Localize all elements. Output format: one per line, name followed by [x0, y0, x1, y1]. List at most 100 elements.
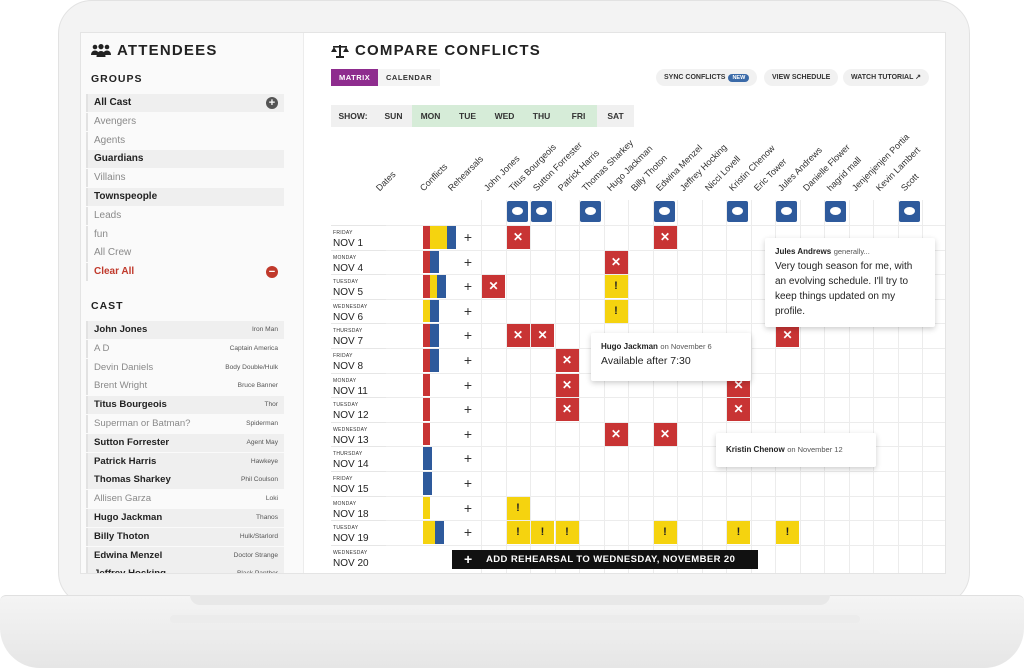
cast-item[interactable]: Patrick Harris Hawkeye	[86, 452, 284, 471]
cast-item[interactable]: Billy Thoton Hulk/Starlord	[86, 527, 284, 546]
day-toggle-fri[interactable]: FRI	[560, 105, 597, 127]
add-rehearsal-icon[interactable]: +	[463, 475, 473, 491]
tab-calendar[interactable]: CALENDAR	[378, 69, 441, 86]
conflict-cell[interactable]: ✕	[506, 324, 530, 348]
add-rehearsal-icon[interactable]: +	[463, 278, 473, 295]
group-item[interactable]: Guardians	[86, 150, 284, 169]
add-rehearsal-icon[interactable]: +	[463, 499, 473, 516]
maybe-cell[interactable]: !	[604, 299, 628, 323]
tooltip-suffix: on November 12	[787, 445, 843, 454]
cast-item[interactable]: Devin Daniels Body Double/Hulk	[86, 358, 284, 377]
add-rehearsal-icon[interactable]: +	[463, 524, 473, 541]
day-toggle-sat[interactable]: SAT	[597, 105, 634, 127]
group-label: All Crew	[94, 247, 132, 259]
cast-item[interactable]: Thomas Sharkey Phil Coulson	[86, 471, 284, 490]
conflict-cell[interactable]: ✕	[531, 324, 554, 348]
date-row: WEDNESDAY NOV 13	[331, 421, 386, 447]
day-toggle-tue[interactable]: TUE	[449, 105, 486, 127]
cast-item[interactable]: Brent Wright Bruce Banner	[86, 377, 284, 396]
group-item[interactable]: Avengers	[86, 112, 284, 131]
comment-icon[interactable]	[898, 201, 920, 222]
group-item[interactable]: Villains	[86, 169, 284, 188]
maybe-cell[interactable]: !	[555, 521, 579, 545]
conflict-cell[interactable]: ✕	[555, 349, 579, 372]
group-item[interactable]: Agents	[86, 131, 284, 150]
add-rehearsal-icon[interactable]: +	[463, 376, 473, 393]
comment-icon[interactable]	[580, 201, 601, 222]
conflict-cell[interactable]: ✕	[506, 226, 530, 249]
add-rehearsal-icon[interactable]: +	[463, 229, 473, 245]
sync-conflicts-button[interactable]: SYNC CONFLICTS NEW	[656, 69, 758, 86]
group-item[interactable]: All Crew	[86, 244, 284, 263]
maybe-cell[interactable]: !	[531, 521, 554, 545]
group-label: Townspeople	[94, 191, 158, 202]
cast-item[interactable]: Titus Bourgeois Thor	[86, 396, 284, 415]
comment-icon[interactable]	[825, 201, 846, 222]
conflict-cell[interactable]: ✕	[555, 373, 579, 397]
conflict-bar	[423, 275, 430, 298]
maybe-cell[interactable]: !	[727, 521, 750, 545]
view-schedule-button[interactable]: VIEW SCHEDULE	[764, 69, 839, 86]
maybe-cell[interactable]: !	[506, 496, 530, 520]
comment-icon[interactable]	[727, 201, 748, 222]
add-group-icon[interactable]: +	[266, 97, 278, 109]
day-toggle-mon[interactable]: MON	[412, 105, 449, 127]
add-rehearsal-icon[interactable]: +	[463, 401, 473, 418]
day-toggle-thu[interactable]: THU	[523, 105, 560, 127]
cast-item[interactable]: Hugo Jackman Thanos	[86, 509, 284, 527]
attendees-title: ATTENDEES	[91, 42, 218, 59]
group-item[interactable]: All Cast +	[86, 94, 284, 112]
add-rehearsal-icon[interactable]: +	[463, 450, 473, 467]
date-weekday: TUESDAY	[333, 402, 359, 409]
date-label: NOV 13	[333, 434, 369, 446]
cast-item[interactable]: Sutton Forrester Agent May	[86, 433, 284, 452]
conflict-cell[interactable]: ✕	[727, 398, 750, 422]
add-rehearsal-icon[interactable]: +	[463, 425, 473, 442]
people-icon	[91, 44, 111, 57]
date-weekday: THURSDAY	[333, 328, 363, 335]
person-column-header[interactable]: Scott	[898, 171, 921, 193]
maybe-cell[interactable]: !	[776, 521, 799, 545]
conflict-cell[interactable]: ✕	[653, 422, 677, 446]
cast-item[interactable]: Superman or Batman? Spiderman	[86, 415, 284, 433]
date-weekday: WEDNESDAY	[333, 549, 368, 556]
comment-icon[interactable]	[531, 201, 552, 222]
comment-icon[interactable]	[776, 201, 797, 222]
add-rehearsal-icon[interactable]: +	[463, 302, 473, 319]
cast-item[interactable]: Jeffrey Hocking Black Panther	[86, 565, 284, 573]
date-row: WEDNESDAY NOV 20	[331, 544, 386, 570]
cast-item[interactable]: Edwina Menzel Doctor Strange	[86, 546, 284, 565]
conflict-cell[interactable]: ✕	[653, 226, 677, 249]
maybe-cell[interactable]: !	[604, 275, 628, 299]
conflict-cell[interactable]: ✕	[776, 324, 799, 348]
cast-item[interactable]: A D Captain America	[86, 339, 284, 358]
group-item[interactable]: Clear All −	[86, 263, 284, 282]
conflict-cell[interactable]: ✕	[604, 250, 628, 274]
group-item[interactable]: Townspeople	[86, 188, 284, 206]
group-item[interactable]: fun	[86, 225, 284, 244]
conflict-cell[interactable]: ✕	[604, 422, 628, 446]
clear-all-icon[interactable]: −	[266, 266, 278, 279]
add-rehearsal-icon[interactable]: +	[463, 352, 473, 368]
day-toggle-sun[interactable]: SUN	[375, 105, 412, 127]
add-rehearsal-icon[interactable]: +	[463, 327, 473, 344]
add-rehearsal-icon[interactable]: +	[463, 253, 473, 270]
day-toggle-wed[interactable]: WED	[486, 105, 523, 127]
maybe-cell[interactable]: !	[653, 521, 677, 545]
group-item[interactable]: Leads	[86, 206, 284, 225]
add-rehearsal-button[interactable]: + ADD REHEARSAL TO WEDNESDAY, NOVEMBER 2…	[452, 550, 758, 569]
conflict-cell[interactable]: ✕	[555, 398, 579, 422]
tab-matrix[interactable]: MATRIX	[331, 69, 379, 86]
comment-icon[interactable]	[506, 201, 528, 222]
comment-icon[interactable]	[653, 201, 675, 222]
tooltip-jules: Jules Andrews generally... Very tough se…	[765, 238, 935, 327]
watch-tutorial-button[interactable]: WATCH TUTORIAL ↗	[843, 69, 930, 86]
grid-hline	[386, 298, 945, 300]
maybe-bar	[430, 275, 437, 298]
cast-item[interactable]: Allisen Garza Loki	[86, 490, 284, 509]
cast-name: Titus Bourgeois	[94, 399, 167, 411]
cast-item[interactable]: John Jones Iron Man	[86, 321, 284, 339]
maybe-cell[interactable]: !	[506, 521, 530, 545]
date-weekday: MONDAY	[333, 254, 357, 261]
conflict-cell[interactable]: ✕	[482, 275, 505, 299]
